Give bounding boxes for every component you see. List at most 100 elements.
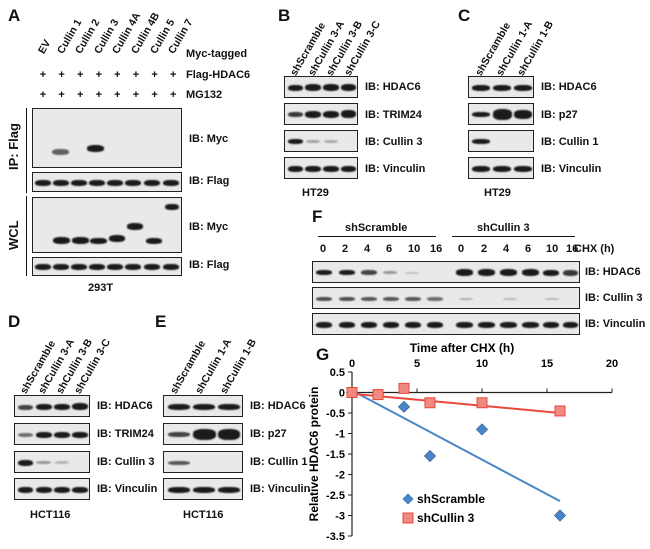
plus-sign: + xyxy=(76,89,84,101)
plus-sign: + xyxy=(151,89,158,101)
timepoint-label: 0 xyxy=(458,243,465,255)
y-tick-label: 0 xyxy=(339,388,345,400)
blot-e-cullin1 xyxy=(163,451,243,473)
legend-label: shScramble xyxy=(417,492,485,506)
blot-label: IB: p27 xyxy=(250,428,287,440)
x-tick-label: 10 xyxy=(476,358,488,370)
legend-label: shCullin 3 xyxy=(417,511,475,525)
blot-label: IB: Myc xyxy=(189,221,229,233)
blot-e-vinculin xyxy=(163,478,243,500)
cell-line-label: HT29 xyxy=(302,187,329,199)
data-point-shcullin3 xyxy=(372,389,384,401)
plus-sign: + xyxy=(39,69,47,81)
plus-sign: + xyxy=(95,69,103,81)
blot-label: IB: TRIM24 xyxy=(365,109,422,121)
plus-sign: + xyxy=(132,89,140,101)
data-point-shscramble xyxy=(475,423,489,436)
blot-label: IB: Flag xyxy=(189,175,230,187)
timepoint-label: 0 xyxy=(320,243,327,255)
plus-sign: + xyxy=(114,89,121,101)
x-tick-label: 0 xyxy=(349,358,355,370)
x-tick-label: 15 xyxy=(541,358,553,370)
blot-label: IB: p27 xyxy=(541,109,578,121)
data-point-shscramble xyxy=(397,400,411,413)
timepoint-label: 6 xyxy=(525,243,532,255)
data-point-shcullin3 xyxy=(554,405,566,417)
panel-a-label: A xyxy=(8,6,21,25)
panel-a-row-label: MG132 xyxy=(186,89,223,101)
plus-sign: + xyxy=(76,69,84,81)
group-label-shscramble: shScramble xyxy=(345,222,408,234)
blot-c-vinculin xyxy=(468,157,534,179)
blot-label: IB: Cullin 1 xyxy=(250,456,308,468)
timepoint-label: 10 xyxy=(546,243,559,255)
group-underline xyxy=(452,236,575,237)
blot-c-cullin1 xyxy=(468,130,534,152)
group-label-shcullin3: shCullin 3 xyxy=(477,222,530,234)
timepoint-label: 2 xyxy=(342,243,349,255)
blot-a-ip-flag xyxy=(32,172,182,192)
blot-e-hdac6 xyxy=(163,395,243,417)
plus-sign: + xyxy=(95,89,103,101)
x-tick-label: 5 xyxy=(414,358,420,370)
data-point-shcullin3 xyxy=(476,397,488,409)
timepoint-label: 6 xyxy=(386,243,393,255)
blot-label: IB: Cullin 3 xyxy=(585,292,643,304)
blot-label: IB: HDAC6 xyxy=(97,400,153,412)
blot-f-hdac6 xyxy=(312,261,580,283)
data-point-shcullin3 xyxy=(398,382,410,394)
plus-sign: + xyxy=(169,89,177,101)
timepoint-label: 4 xyxy=(503,243,510,255)
blot-b-hdac6 xyxy=(284,76,358,98)
plus-sign: + xyxy=(151,69,158,81)
blot-label: IB: Vinculin xyxy=(97,483,158,495)
legend-marker xyxy=(402,512,414,524)
panel-d-label: D xyxy=(8,312,21,331)
timepoint-label: 16 xyxy=(430,243,443,255)
blot-b-trim24 xyxy=(284,103,358,125)
chx-label: CHX (h) xyxy=(574,243,615,255)
legend-marker xyxy=(402,493,414,505)
cell-line-label: HT29 xyxy=(484,187,511,199)
blot-label: IB: Myc xyxy=(189,133,229,145)
blot-label: IB: Cullin 3 xyxy=(365,136,423,148)
blot-label: IB: TRIM24 xyxy=(97,428,154,440)
panel-a-row-label: Flag-HDAC6 xyxy=(186,69,251,81)
data-point-shcullin3 xyxy=(424,397,436,409)
trendline-shscramble xyxy=(351,389,561,503)
group-underline xyxy=(318,236,436,237)
blot-a-wcl-myc xyxy=(32,197,182,253)
blot-label: IB: HDAC6 xyxy=(365,81,421,93)
panel-f-label: F xyxy=(312,207,323,226)
plus-sign: + xyxy=(114,69,121,81)
plus-sign: + xyxy=(169,69,177,81)
blot-d-cullin3 xyxy=(14,451,90,473)
blot-c-p27 xyxy=(468,103,534,125)
timepoint-label: 10 xyxy=(408,243,421,255)
blot-f-cullin3 xyxy=(312,287,580,309)
x-tick-label: 20 xyxy=(606,358,618,370)
data-point-shscramble xyxy=(423,449,437,463)
blot-label: IB: Vinculin xyxy=(541,163,602,175)
y-tick-label: -2 xyxy=(335,470,345,482)
panel-e-label: E xyxy=(155,312,167,331)
blot-b-vinculin xyxy=(284,157,358,179)
panel-b-label: B xyxy=(278,6,291,25)
blot-label: IB: HDAC6 xyxy=(585,266,641,278)
y-tick-label: -1 xyxy=(335,429,345,441)
blot-e-p27 xyxy=(163,423,243,445)
y-tick-label: 0.5 xyxy=(330,367,345,379)
cell-line-label: HCT116 xyxy=(183,509,224,521)
blot-label: IB: Cullin 3 xyxy=(97,456,155,468)
panel-g-label: G xyxy=(316,345,330,364)
y-tick-label: -0.5 xyxy=(326,408,345,420)
plus-sign: + xyxy=(58,89,65,101)
blot-d-vinculin xyxy=(14,478,90,500)
plus-sign: + xyxy=(58,69,65,81)
blot-b-cullin3 xyxy=(284,130,358,152)
blot-label: IB: Vinculin xyxy=(365,163,426,175)
blot-a-wcl-flag xyxy=(32,257,182,276)
blot-d-trim24 xyxy=(14,423,90,445)
blot-c-hdac6 xyxy=(468,76,534,98)
